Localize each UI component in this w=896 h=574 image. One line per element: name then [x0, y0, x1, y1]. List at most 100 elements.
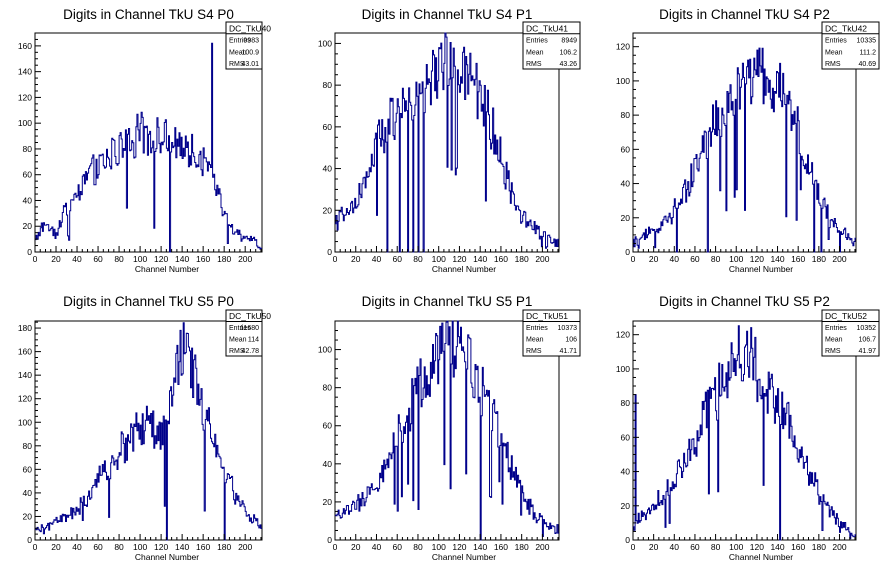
- x-tick-label: 180: [515, 254, 529, 264]
- x-tick-label: 100: [729, 542, 743, 552]
- stats-entries-label: Entries: [229, 38, 251, 45]
- y-tick-label: 80: [621, 110, 631, 120]
- x-tick-label: 0: [33, 254, 38, 264]
- x-tick-label: 140: [473, 542, 487, 552]
- histogram-panel-1: Digits in Channel TkU S4 P0 0 20 40 60 80 100 1…: [18, 7, 271, 274]
- plot-frame: [334, 32, 560, 253]
- y-tick-label: 120: [18, 92, 32, 102]
- stats-rms-label: RMS: [825, 348, 841, 355]
- x-tick-label: 60: [392, 542, 402, 552]
- x-tick-label: 40: [72, 542, 82, 552]
- histogram-panel-2: Digits in Channel TkU S4 P1 0 20 40 60 80 100 1…: [318, 7, 581, 274]
- chart-title: Digits in Channel TkU S4 P2: [659, 7, 830, 22]
- x-tick-label: 80: [711, 254, 721, 264]
- histogram-panel-3: Digits in Channel TkU S4 P2 0 20 40 60 80 100 1…: [616, 7, 880, 274]
- chart-title: Digits in Channel TkU S5 P2: [659, 294, 830, 309]
- y-tick-label: 140: [18, 370, 32, 380]
- y-tick-label: 100: [18, 417, 32, 427]
- x-tick-label: 120: [750, 254, 764, 264]
- x-tick-label: 200: [832, 542, 846, 552]
- y-tick-label: 40: [23, 195, 33, 205]
- y-tick-label: 100: [18, 118, 32, 128]
- x-tick-label: 200: [832, 254, 846, 264]
- histogram-panel-4: Digits in Channel TkU S5 P0 0 20 40 60 80 100 1…: [18, 294, 271, 562]
- y-tick-label: 20: [23, 221, 33, 231]
- x-tick-label: 60: [690, 542, 700, 552]
- stats-name: DC_TkU42: [825, 23, 867, 33]
- stats-entries-value: 10373: [558, 325, 578, 332]
- x-tick-label: 120: [154, 542, 168, 552]
- y-tick-label: 100: [318, 38, 332, 48]
- x-tick-label: 0: [33, 542, 38, 552]
- y-tick-label: 20: [23, 511, 33, 521]
- stats-entries-label: Entries: [825, 38, 847, 45]
- y-tick-label: 60: [323, 421, 333, 431]
- x-tick-label: 40: [372, 542, 382, 552]
- y-tick-label: 0: [625, 247, 630, 257]
- histogram-panel-5: Digits in Channel TkU S5 P1 0 20 40 60 80 100 1…: [318, 294, 581, 562]
- stats-entries-label: Entries: [825, 325, 847, 332]
- x-tick-label: 180: [217, 254, 231, 264]
- x-tick-label: 120: [154, 254, 168, 264]
- x-tick-label: 60: [690, 254, 700, 264]
- x-tick-label: 80: [114, 254, 124, 264]
- stats-entries-value: 11680: [240, 325, 259, 332]
- x-tick-label: 100: [133, 542, 147, 552]
- y-tick-label: 0: [27, 247, 32, 257]
- stats-mean-value: 106.7: [858, 337, 876, 344]
- x-tick-label: 40: [670, 254, 680, 264]
- stats-rms-value: 42.78: [241, 348, 259, 355]
- x-tick-label: 120: [452, 542, 466, 552]
- x-tick-label: 60: [93, 254, 103, 264]
- y-tick-label: 20: [621, 213, 631, 223]
- y-tick-label: 40: [23, 488, 33, 498]
- x-tick-label: 100: [729, 254, 743, 264]
- x-tick-label: 60: [93, 542, 103, 552]
- stats-rms-label: RMS: [825, 61, 841, 68]
- x-tick-label: 40: [72, 254, 82, 264]
- x-tick-label: 200: [535, 254, 549, 264]
- y-tick-label: 60: [621, 144, 631, 154]
- stats-rms-value: 43.26: [559, 61, 577, 68]
- x-tick-label: 160: [791, 542, 805, 552]
- x-tick-label: 140: [175, 254, 189, 264]
- y-tick-label: 80: [323, 80, 333, 90]
- x-tick-label: 20: [51, 542, 61, 552]
- x-tick-label: 60: [392, 254, 402, 264]
- y-tick-label: 120: [616, 330, 630, 340]
- x-tick-label: 160: [196, 254, 210, 264]
- stats-rms-label: RMS: [229, 61, 245, 68]
- stats-mean-value: 100.9: [241, 49, 259, 56]
- stats-entries-label: Entries: [526, 38, 548, 45]
- stats-rms-value: 41.97: [858, 348, 876, 355]
- histogram-line: [35, 322, 262, 541]
- histogram-line: [633, 325, 856, 541]
- x-tick-label: 20: [649, 542, 659, 552]
- x-tick-label: 40: [670, 542, 680, 552]
- x-tick-label: 80: [114, 542, 124, 552]
- stats-box-frame: [821, 309, 880, 357]
- y-tick-label: 40: [323, 164, 333, 174]
- y-tick-label: 180: [18, 323, 32, 333]
- x-tick-label: 180: [812, 542, 826, 552]
- histogram-panel-6: Digits in Channel TkU S5 P2 0 20 40 60 80 100 1…: [616, 294, 880, 562]
- stats-entries-value: 9983: [243, 38, 259, 45]
- x-tick-label: 200: [238, 254, 252, 264]
- x-tick-label: 160: [494, 542, 508, 552]
- stats-rms-value: 41.71: [559, 348, 577, 355]
- y-tick-label: 20: [323, 205, 333, 215]
- stats-name: DC_TkU41: [526, 23, 568, 33]
- x-axis-label: Channel Number: [135, 264, 199, 274]
- x-tick-label: 120: [452, 254, 466, 264]
- x-tick-label: 160: [196, 542, 210, 552]
- x-tick-label: 200: [535, 542, 549, 552]
- x-tick-label: 20: [51, 254, 61, 264]
- chart-title: Digits in Channel TkU S5 P0: [63, 294, 234, 309]
- x-tick-label: 200: [238, 542, 252, 552]
- y-tick-label: 80: [23, 144, 33, 154]
- stats-name: DC_TkU52: [825, 311, 867, 321]
- y-tick-label: 20: [621, 501, 631, 511]
- y-tick-label: 60: [621, 432, 631, 442]
